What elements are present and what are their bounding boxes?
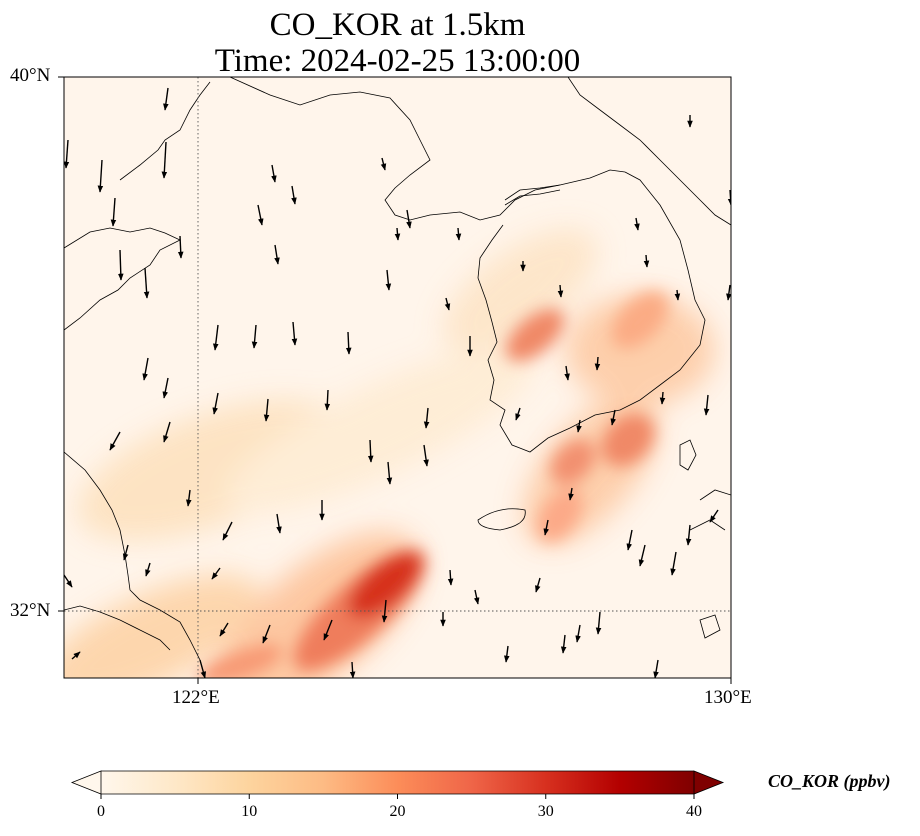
map-frame [63, 76, 732, 679]
wind-arrow [64, 139, 70, 169]
wind-arrow [71, 651, 81, 660]
wind-arrow [626, 529, 633, 551]
wind-arrow [274, 244, 280, 265]
wind-arrow [291, 185, 297, 205]
wind-arrow [543, 519, 549, 536]
colorbar-extend-high [693, 770, 725, 795]
wind-vectors [64, 87, 731, 678]
map-subtitle-time: Time: 2024-02-25 13:00:00 [214, 43, 581, 79]
wind-arrow [367, 439, 374, 463]
wind-arrow [594, 356, 601, 371]
wind-arrow [142, 357, 149, 381]
colorbar-tick-label: 40 [686, 803, 702, 820]
wind-arrow [323, 619, 333, 641]
wind-arrow [638, 544, 646, 567]
wind-arrow [709, 509, 719, 523]
wind-arrow [703, 394, 710, 416]
wind-arrow [212, 392, 219, 415]
wind-arrow [64, 574, 73, 588]
wind-arrow [262, 624, 271, 644]
wind-arrow [110, 197, 117, 227]
wind-arrow [291, 321, 298, 346]
wind-arrow [504, 645, 510, 663]
colorbar-extend-low [70, 770, 102, 795]
wind-arrow [406, 209, 412, 229]
colorbar-tick-label: 10 [241, 803, 258, 820]
wind-arrow [97, 159, 104, 193]
wind-arrow [211, 567, 221, 580]
wind-arrow [162, 377, 169, 399]
wind-arrow [163, 421, 171, 443]
wind-arrow [271, 164, 277, 183]
wind-arrow [674, 289, 681, 301]
wind-arrow [455, 227, 462, 241]
wind-arrow [685, 524, 692, 546]
wind-arrow [444, 297, 451, 311]
wind-arrow [386, 461, 393, 485]
wind-arrow [670, 551, 677, 576]
wind-arrow [423, 444, 429, 467]
gridlines [64, 77, 731, 678]
wind-arrow [122, 544, 129, 561]
wind-arrow [161, 141, 168, 179]
wind-arrow [576, 419, 582, 433]
lon-tick-label-130e: 130°E [704, 687, 752, 708]
wind-arrow [557, 284, 564, 298]
wind-arrow [212, 324, 219, 351]
wind-arrow [634, 217, 640, 231]
colorbar [70, 770, 725, 799]
axis-ticks [58, 76, 732, 684]
colorbar-label: CO_KOR (ppbv) [768, 771, 891, 791]
colorbar-gradient [101, 771, 694, 794]
colorbar-tick-label: 30 [537, 803, 554, 820]
wind-arrow [423, 407, 430, 429]
map-title: CO_KOR at 1.5km [269, 7, 526, 43]
wind-arrow [186, 489, 192, 507]
wind-arrow [349, 661, 356, 678]
wind-arrow [447, 569, 454, 586]
wind-arrow [659, 391, 666, 405]
wind-arrow [143, 267, 150, 299]
wind-arrow [515, 407, 521, 421]
wind-arrow [726, 284, 731, 301]
wind-arrow [257, 204, 264, 226]
colorbar-tick-label: 20 [389, 803, 406, 820]
wind-arrow [560, 634, 567, 654]
wind-arrow [595, 611, 602, 635]
wind-arrow [199, 659, 207, 678]
wind-arrow [394, 227, 401, 241]
wind-arrow [251, 324, 258, 349]
wind-arrow [163, 87, 169, 111]
wind-arrow [568, 487, 574, 501]
wind-arrow [473, 589, 480, 605]
wind-arrow [575, 624, 581, 643]
wind-arrow [385, 269, 392, 291]
wind-arrow [219, 622, 229, 637]
lat-tick-label-40n: 40°N [10, 65, 51, 86]
wind-arrow [610, 409, 616, 426]
wind-arrow [145, 562, 151, 577]
wind-arrow [109, 431, 121, 451]
wind-arrow [177, 235, 184, 259]
wind-arrow [380, 157, 387, 171]
wind-arrow [535, 577, 541, 593]
wind-arrow [324, 389, 331, 411]
wind-arrow [643, 254, 650, 268]
wind-arrow [276, 513, 282, 534]
lat-tick-label-32n: 32°N [10, 600, 51, 621]
wind-arrow [345, 331, 352, 355]
wind-arrow [564, 365, 570, 381]
wind-arrow [653, 659, 659, 678]
wind-arrow [381, 599, 388, 623]
colorbar-tick-label: 0 [97, 803, 105, 820]
lon-tick-label-122e: 122°E [172, 687, 220, 708]
wind-arrow [263, 398, 270, 422]
wind-arrow [117, 249, 124, 281]
wind-arrow [222, 521, 233, 541]
